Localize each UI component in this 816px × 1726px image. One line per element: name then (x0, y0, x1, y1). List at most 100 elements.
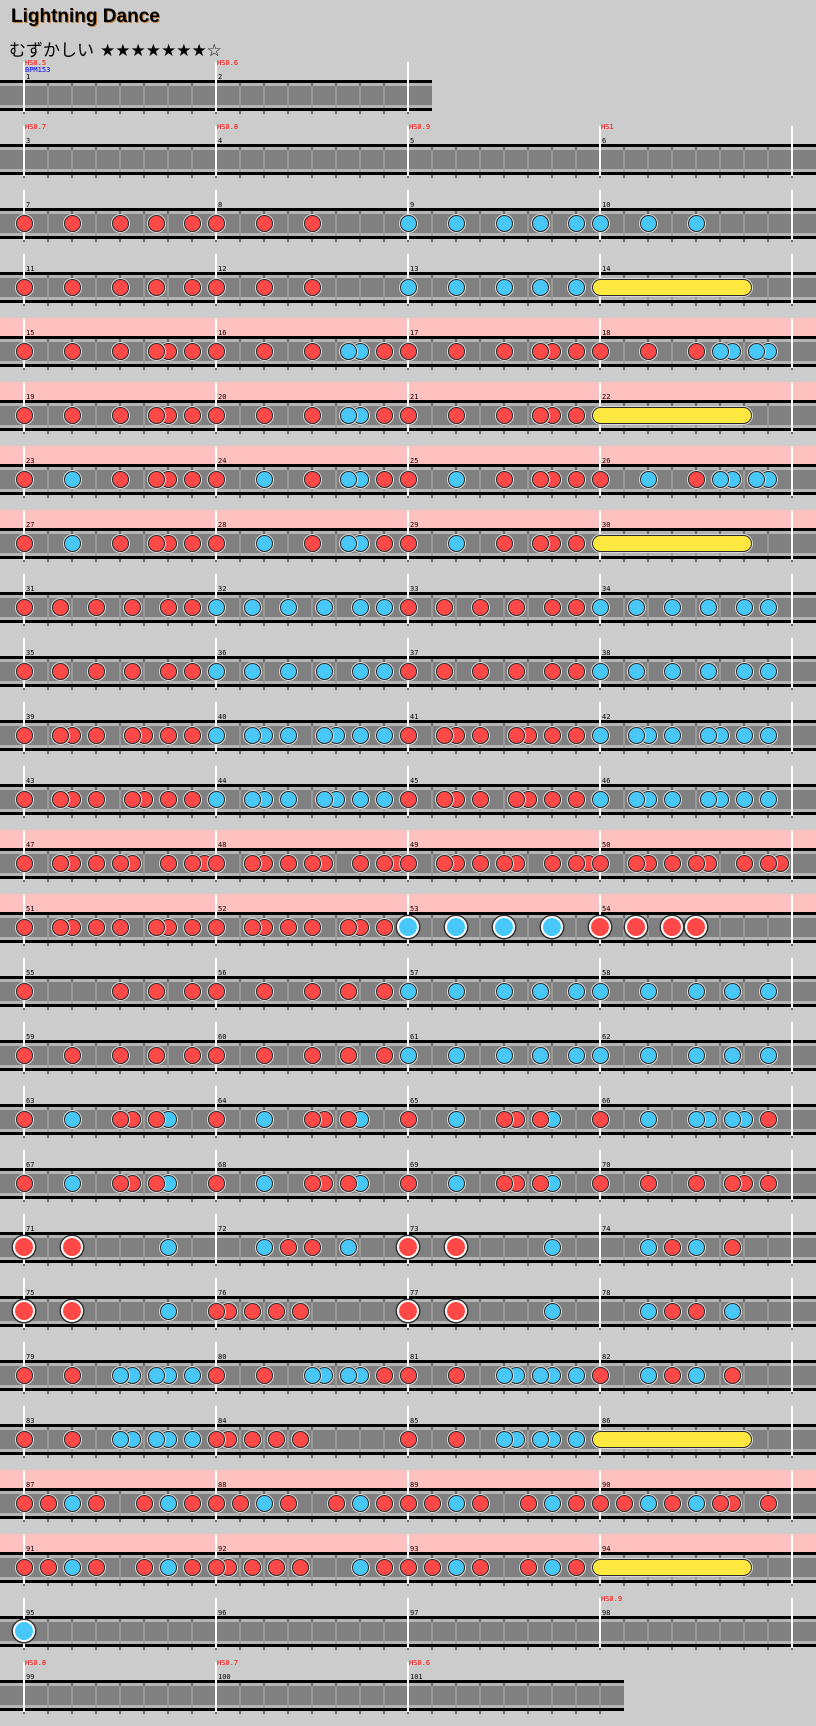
tick-mark (647, 851, 649, 854)
beat-line (743, 467, 745, 492)
tick-mark (119, 239, 121, 242)
tick-mark (743, 623, 745, 626)
tick-mark (575, 623, 577, 626)
beat-line (767, 403, 769, 428)
tick-mark (287, 1263, 289, 1266)
tick-mark (335, 1043, 337, 1046)
tick-mark (191, 1199, 193, 1202)
tick-mark (311, 1391, 313, 1394)
tick-mark (791, 623, 793, 626)
tick-mark (503, 239, 505, 242)
don-note (507, 726, 525, 744)
tick-mark (311, 111, 313, 114)
ka-note (339, 1238, 357, 1256)
tick-mark (119, 623, 121, 626)
tick-mark (503, 531, 505, 534)
beat-line (431, 851, 433, 876)
ka-note (735, 790, 753, 808)
tick-mark (263, 1363, 265, 1366)
beat-line (671, 211, 673, 236)
beat-line (527, 1427, 529, 1452)
tick-mark (119, 1327, 121, 1330)
tick-mark (575, 787, 577, 790)
tick-mark (455, 595, 457, 598)
tick-mark (527, 1043, 529, 1046)
beat-line (383, 1619, 385, 1644)
tick-mark (695, 211, 697, 214)
tick-mark (311, 1043, 313, 1046)
tick-mark (311, 1711, 313, 1714)
measure-number: 55 (26, 969, 35, 977)
tick-mark (71, 1263, 73, 1266)
tick-mark (287, 979, 289, 982)
tick-mark (551, 687, 553, 690)
tick-mark (167, 1363, 169, 1366)
tick-mark (431, 1135, 433, 1138)
don-note (15, 982, 33, 1000)
tick-mark (47, 1427, 49, 1430)
ka-note (699, 790, 717, 808)
ka-note (243, 598, 261, 616)
don-note (147, 1046, 165, 1064)
tick-mark (95, 1007, 97, 1010)
bar-line (791, 1150, 793, 1200)
beat-line (47, 1363, 49, 1388)
beat-line (623, 147, 625, 172)
tick-mark (767, 531, 769, 534)
tick-mark (23, 111, 25, 114)
tick-mark (719, 1171, 721, 1174)
don-note (147, 278, 165, 296)
drumroll (592, 279, 752, 296)
tick-mark (623, 1327, 625, 1330)
tick-mark (239, 595, 241, 598)
tick-mark (695, 595, 697, 598)
tick-mark (71, 1519, 73, 1522)
tick-mark (47, 147, 49, 150)
bar-line (791, 190, 793, 240)
tick-mark (119, 559, 121, 562)
tick-mark (479, 495, 481, 498)
beat-line (143, 83, 145, 108)
tick-mark (551, 1263, 553, 1266)
measure-number: 76 (218, 1289, 227, 1297)
tick-mark (551, 659, 553, 662)
tick-mark (743, 815, 745, 818)
tick-mark (647, 403, 649, 406)
tick-mark (47, 787, 49, 790)
don-note (507, 662, 525, 680)
tick-mark (335, 595, 337, 598)
tick-mark (551, 1711, 553, 1714)
star-rating: ★★★★★★★☆ (100, 41, 222, 61)
tick-mark (311, 1519, 313, 1522)
don-note (111, 470, 129, 488)
tick-mark (431, 1299, 433, 1302)
tick-mark (263, 943, 265, 946)
measure-number: 32 (218, 585, 227, 593)
tick-mark (503, 1491, 505, 1494)
don-note (735, 854, 753, 872)
tick-mark (239, 1711, 241, 1714)
tick-mark (503, 1043, 505, 1046)
tick-mark (479, 1519, 481, 1522)
beat-line (767, 1619, 769, 1644)
measure-number: 16 (218, 329, 227, 337)
beat-line (191, 1683, 193, 1708)
tick-mark (335, 915, 337, 918)
tick-mark (383, 1007, 385, 1010)
beat-line (311, 1683, 313, 1708)
ka-note (699, 662, 717, 680)
tick-mark (551, 175, 553, 178)
tick-mark (359, 1555, 361, 1558)
tick-mark (359, 1647, 361, 1650)
beat-line (575, 1235, 577, 1260)
tick-mark (479, 367, 481, 370)
tick-mark (143, 1683, 145, 1686)
tick-mark (167, 303, 169, 306)
tick-mark (335, 431, 337, 434)
tick-mark (95, 239, 97, 242)
measure-number: 6 (602, 137, 607, 145)
don-note (63, 278, 81, 296)
tick-mark (71, 623, 73, 626)
song-title: Lightning Dance (11, 6, 160, 27)
tick-mark (167, 623, 169, 626)
